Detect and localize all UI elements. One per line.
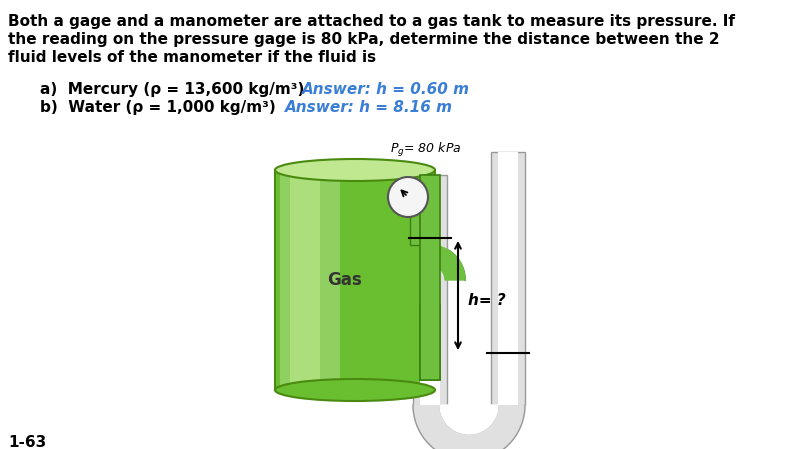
Text: Both a gage and a manometer are attached to a gas tank to measure its pressure. : Both a gage and a manometer are attached… bbox=[8, 14, 735, 29]
Polygon shape bbox=[413, 405, 525, 449]
Polygon shape bbox=[440, 405, 498, 434]
Ellipse shape bbox=[275, 159, 435, 181]
Text: the reading on the pressure gage is 80 kPa, determine the distance between the 2: the reading on the pressure gage is 80 k… bbox=[8, 32, 719, 47]
Bar bbox=[290, 170, 320, 390]
Ellipse shape bbox=[275, 379, 435, 401]
Bar bbox=[491, 152, 525, 405]
Bar bbox=[430, 245, 435, 265]
Text: fluid levels of the manometer if the fluid is: fluid levels of the manometer if the flu… bbox=[8, 50, 376, 65]
Bar bbox=[413, 175, 447, 405]
Polygon shape bbox=[430, 245, 465, 280]
Text: h= ?: h= ? bbox=[468, 293, 506, 308]
Bar bbox=[420, 305, 440, 380]
Text: Gas: Gas bbox=[328, 271, 363, 289]
Text: Answer: h = 0.60 m: Answer: h = 0.60 m bbox=[302, 82, 470, 97]
Text: a)  Mercury (ρ = 13,600 kg/m³): a) Mercury (ρ = 13,600 kg/m³) bbox=[40, 82, 310, 97]
Text: Answer: h = 8.16 m: Answer: h = 8.16 m bbox=[285, 100, 453, 115]
Text: 1-63: 1-63 bbox=[8, 435, 47, 449]
Bar bbox=[280, 170, 340, 390]
Bar bbox=[420, 175, 440, 380]
Bar bbox=[420, 175, 440, 405]
Text: b)  Water (ρ = 1,000 kg/m³): b) Water (ρ = 1,000 kg/m³) bbox=[40, 100, 281, 115]
Bar bbox=[410, 210, 420, 245]
Bar bbox=[275, 170, 435, 390]
Bar bbox=[498, 152, 518, 405]
Circle shape bbox=[388, 177, 428, 217]
Text: $P_g$= 80 kPa: $P_g$= 80 kPa bbox=[390, 141, 461, 159]
